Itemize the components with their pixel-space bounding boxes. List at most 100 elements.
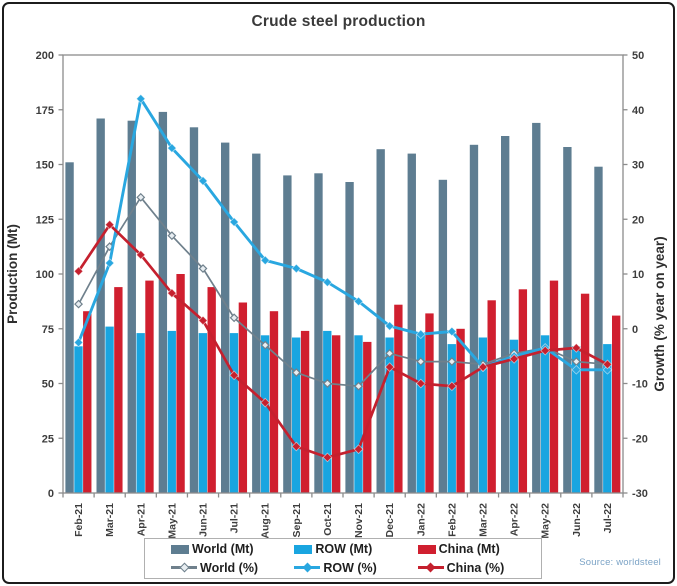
marker-diamond bbox=[447, 381, 457, 392]
bar-world-mt- bbox=[407, 153, 416, 493]
bar-china-mt- bbox=[83, 311, 92, 493]
legend-item-china-: China (%) bbox=[417, 561, 541, 575]
line-row- bbox=[77, 97, 608, 372]
legend-label: China (Mt) bbox=[438, 542, 500, 557]
marker-diamond bbox=[260, 255, 271, 266]
y2-axis-tick-label: -10 bbox=[632, 379, 648, 391]
bar-world-mt- bbox=[127, 120, 136, 493]
bar-china-mt- bbox=[145, 280, 154, 493]
bar-china-mt- bbox=[487, 300, 496, 493]
bar-world-mt- bbox=[189, 127, 199, 494]
marker-diamond bbox=[291, 263, 302, 274]
marker-diamond bbox=[571, 364, 582, 375]
bar-world-mt- bbox=[158, 111, 168, 494]
marker-diamond bbox=[540, 345, 551, 356]
chart-canvas: 0 25 50 75 100 125 150 175 200 -30 -20 -10 0 10 20 30 40… bbox=[5, 50, 667, 539]
bar-row-mt- bbox=[478, 337, 488, 493]
y-axis-tick-label: 0 bbox=[48, 488, 54, 500]
marker-diamond bbox=[73, 266, 84, 277]
x-axis-label: Sep-21 bbox=[291, 503, 303, 538]
y2-axis-tick-label: 0 bbox=[632, 324, 638, 336]
legend-swatch bbox=[171, 544, 189, 554]
marker-diamond bbox=[602, 364, 613, 375]
marker-diamond bbox=[260, 340, 270, 350]
bar-row-mt- bbox=[105, 326, 114, 493]
bar-row-mt- bbox=[385, 337, 394, 493]
legend-label: World (Mt) bbox=[192, 542, 254, 557]
legend-item-row-mt-: ROW (Mt) bbox=[294, 542, 417, 556]
x-axis-label: Nov-21 bbox=[353, 503, 365, 538]
x-axis-label: Feb-21 bbox=[73, 503, 85, 537]
y2-axis-tick-label: -30 bbox=[632, 488, 648, 500]
y2-axis-tick-label: 50 bbox=[632, 50, 644, 62]
marker-diamond bbox=[416, 357, 426, 367]
marker-diamond bbox=[571, 343, 582, 353]
bar-world-mt- bbox=[221, 142, 230, 493]
bar-china-mt- bbox=[176, 274, 185, 493]
bar-world-mt- bbox=[532, 122, 541, 494]
x-axis-label: Jun-21 bbox=[198, 503, 210, 537]
marker-diamond bbox=[229, 217, 239, 227]
legend-line-marker bbox=[294, 562, 321, 573]
left-axis-title: Production (Mt) bbox=[5, 224, 20, 324]
bar-world-mt- bbox=[96, 118, 105, 493]
marker-diamond bbox=[322, 277, 333, 288]
y2-axis-tick-label: 10 bbox=[632, 269, 644, 281]
marker-diamond bbox=[167, 231, 177, 241]
marker-diamond bbox=[229, 313, 239, 323]
bar-china-mt- bbox=[612, 315, 621, 493]
bar-row-mt- bbox=[447, 344, 456, 493]
bar-china-mt- bbox=[363, 341, 372, 493]
bar-world-mt- bbox=[283, 175, 292, 493]
chart-title: Crude steel production bbox=[251, 13, 426, 30]
line-world- bbox=[77, 196, 608, 388]
marker-diamond bbox=[415, 329, 426, 340]
bar-row-mt- bbox=[260, 335, 270, 493]
x-axis-label: Feb-22 bbox=[446, 503, 458, 537]
x-axis-label: May-22 bbox=[540, 503, 552, 539]
x-axis-label: Jul-22 bbox=[602, 503, 614, 534]
y-axis-tick-label: 100 bbox=[36, 269, 54, 281]
y2-axis-tick-label: -20 bbox=[632, 433, 648, 445]
bar-china-mt- bbox=[580, 293, 590, 493]
y-axis-tick-label: 50 bbox=[42, 379, 54, 391]
bar-world-mt- bbox=[345, 182, 354, 493]
marker-diamond bbox=[74, 299, 84, 309]
marker-diamond bbox=[353, 296, 364, 307]
marker-diamond bbox=[602, 359, 613, 370]
marker-diamond bbox=[384, 321, 395, 331]
bar-row-mt- bbox=[603, 344, 612, 493]
bar-china-mt- bbox=[518, 289, 528, 493]
legend-item-row-: ROW (%) bbox=[294, 561, 417, 575]
bar-world-mt- bbox=[594, 166, 603, 493]
x-axis-label: May-21 bbox=[166, 503, 178, 539]
marker-diamond bbox=[415, 378, 426, 389]
marker-diamond bbox=[167, 288, 177, 299]
marker-diamond bbox=[135, 249, 146, 260]
x-axis-label: Jan-22 bbox=[415, 503, 427, 536]
y2-axis-tick-label: 20 bbox=[632, 214, 644, 226]
bar-china-mt- bbox=[114, 287, 123, 493]
bar-row-mt- bbox=[136, 333, 145, 493]
bar-row-mt- bbox=[540, 335, 550, 493]
legend-label: World (%) bbox=[200, 560, 259, 575]
marker-diamond bbox=[509, 353, 519, 364]
legend-label: ROW (Mt) bbox=[315, 542, 373, 557]
legend-item-world-mt-: World (Mt) bbox=[171, 542, 294, 556]
bar-china-mt- bbox=[207, 287, 216, 493]
marker-diamond bbox=[447, 357, 457, 367]
legend-swatch bbox=[417, 544, 436, 554]
marker-diamond bbox=[104, 219, 115, 230]
bar-world-mt- bbox=[376, 149, 385, 493]
source-note: Source: worldsteel bbox=[579, 557, 661, 568]
marker-diamond bbox=[447, 326, 457, 337]
bar-china-mt- bbox=[332, 335, 341, 493]
bar-world-mt- bbox=[314, 173, 323, 494]
x-axis-label: Jun-22 bbox=[571, 503, 583, 537]
marker-diamond bbox=[354, 381, 364, 391]
marker-diamond bbox=[198, 264, 208, 273]
bar-china-mt- bbox=[238, 302, 248, 493]
bar-world-mt- bbox=[252, 153, 261, 493]
marker-diamond bbox=[260, 397, 271, 408]
bar-row-mt- bbox=[198, 333, 208, 493]
